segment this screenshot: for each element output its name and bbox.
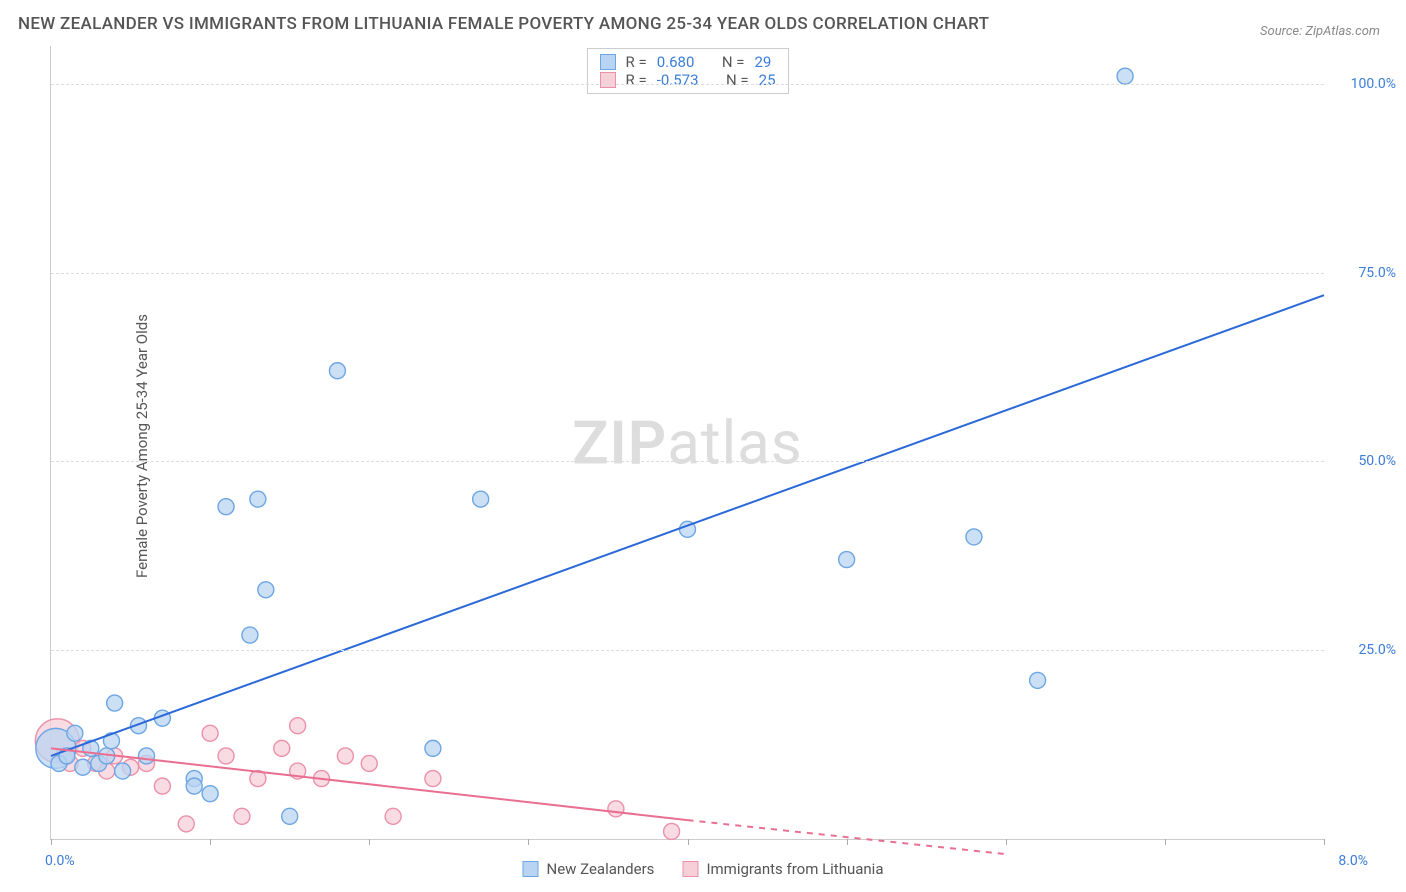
data-point (337, 748, 353, 764)
x-origin-label: 0.0% (45, 853, 75, 869)
swatch-pink (682, 861, 698, 877)
gridline (51, 273, 1324, 274)
x-tick (1006, 839, 1007, 845)
x-tick (528, 839, 529, 845)
gridline (51, 84, 1324, 85)
data-point (202, 725, 218, 741)
data-point (234, 808, 250, 824)
data-point (242, 627, 258, 643)
data-point (258, 582, 274, 598)
data-point (966, 529, 982, 545)
data-point (154, 778, 170, 794)
data-point (138, 748, 154, 764)
gridline (51, 461, 1324, 462)
data-point (473, 491, 489, 507)
y-tick-label: 25.0% (1332, 642, 1396, 658)
trend-line (51, 295, 1324, 756)
data-point (664, 823, 680, 839)
data-point (282, 808, 298, 824)
bottom-legend: New Zealanders Immigrants from Lithuania (523, 860, 884, 878)
data-point (178, 816, 194, 832)
data-point (329, 363, 345, 379)
data-point (839, 552, 855, 568)
legend-label-pink: Immigrants from Lithuania (706, 860, 883, 878)
data-point (361, 755, 377, 771)
swatch-blue (523, 861, 539, 877)
x-tick (1324, 839, 1325, 845)
data-point (202, 786, 218, 802)
legend-label-blue: New Zealanders (547, 860, 655, 878)
data-point (1030, 672, 1046, 688)
x-tick (369, 839, 370, 845)
trend-line-dashed (688, 820, 1006, 854)
x-tick (210, 839, 211, 845)
data-point (186, 778, 202, 794)
data-point (75, 759, 91, 775)
data-point (385, 808, 401, 824)
chart-title: NEW ZEALANDER VS IMMIGRANTS FROM LITHUAN… (18, 14, 989, 34)
data-point (67, 725, 83, 741)
scatter-svg (51, 46, 1324, 839)
x-tick (688, 839, 689, 845)
data-point (250, 491, 266, 507)
data-point (425, 740, 441, 756)
x-tick (847, 839, 848, 845)
data-point (425, 771, 441, 787)
data-point (608, 801, 624, 817)
data-point (1117, 68, 1133, 84)
x-tick (1165, 839, 1166, 845)
y-tick-label: 100.0% (1332, 76, 1396, 92)
legend-item-blue: New Zealanders (523, 860, 655, 878)
data-point (115, 763, 131, 779)
chart-plot-area: ZIPatlas R = 0.680 N = 29 R = -0.573 N =… (50, 46, 1324, 840)
data-point (290, 718, 306, 734)
data-point (218, 748, 234, 764)
data-point (274, 740, 290, 756)
source-attribution: Source: ZipAtlas.com (1260, 24, 1380, 39)
y-tick-label: 50.0% (1332, 453, 1396, 469)
y-tick-label: 75.0% (1332, 265, 1396, 281)
legend-item-pink: Immigrants from Lithuania (682, 860, 883, 878)
data-point (107, 695, 123, 711)
data-point (218, 499, 234, 515)
x-tick (51, 839, 52, 845)
x-max-label: 8.0% (1338, 853, 1368, 869)
gridline (51, 650, 1324, 651)
